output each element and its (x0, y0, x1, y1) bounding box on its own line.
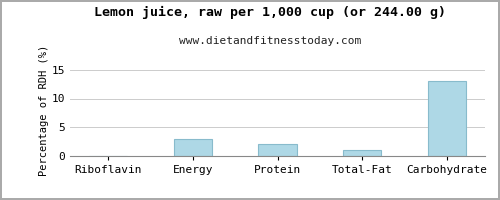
Y-axis label: Percentage of RDH (%): Percentage of RDH (%) (39, 44, 49, 176)
Text: www.dietandfitnesstoday.com: www.dietandfitnesstoday.com (179, 36, 361, 46)
Text: Lemon juice, raw per 1,000 cup (or 244.00 g): Lemon juice, raw per 1,000 cup (or 244.0… (94, 6, 446, 19)
Bar (343, 150, 382, 156)
Bar (174, 139, 212, 156)
Bar (258, 144, 296, 156)
Bar (428, 81, 466, 156)
